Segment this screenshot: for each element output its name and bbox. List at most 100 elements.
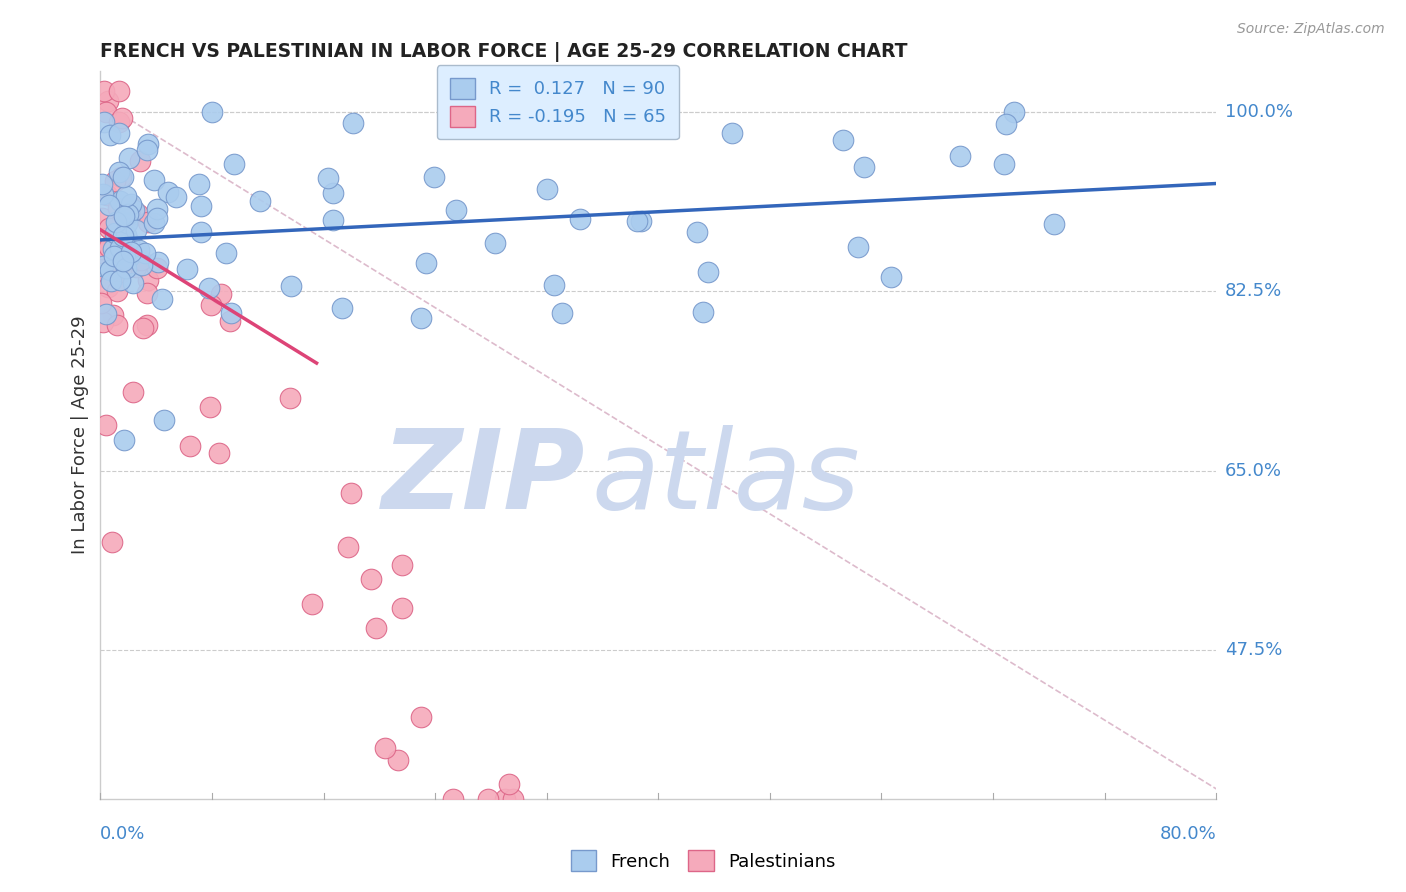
Point (90, 242, 112, 256)
Point (118, 199, 141, 213)
Point (551, 306, 574, 320)
Text: FRENCH VS PALESTINIAN IN LABOR FORCE | AGE 25-29 CORRELATION CHART: FRENCH VS PALESTINIAN IN LABOR FORCE | A… (100, 42, 908, 62)
Point (322, 213, 344, 227)
Point (342, 116, 364, 130)
Point (201, 104, 224, 119)
Point (993, 157, 1015, 171)
Point (136, 318, 159, 332)
Point (188, 177, 211, 191)
Point (107, 202, 129, 216)
Point (120, 244, 142, 259)
Point (127, 253, 149, 268)
Text: 0.0%: 0.0% (100, 825, 146, 843)
Text: 65.0%: 65.0% (1225, 462, 1282, 480)
Point (146, 260, 169, 275)
Point (90, 177, 112, 191)
Point (387, 753, 409, 767)
Point (444, 202, 467, 217)
Point (391, 558, 413, 572)
Point (125, 260, 148, 275)
Point (215, 246, 238, 260)
Point (108, 84, 131, 98)
Point (97, 95, 120, 109)
Point (91, 246, 114, 260)
Point (91, 187, 114, 202)
Point (93, 84, 115, 98)
Point (697, 265, 720, 279)
Point (93, 259, 115, 273)
Point (721, 126, 744, 140)
Point (114, 227, 136, 242)
Point (136, 273, 159, 287)
Point (994, 117, 1017, 131)
Point (136, 215, 159, 229)
Text: 47.5%: 47.5% (1225, 641, 1282, 659)
Point (948, 149, 970, 163)
Point (111, 254, 134, 268)
Point (322, 186, 344, 200)
Point (200, 297, 222, 311)
Point (110, 169, 132, 184)
Point (494, 792, 516, 806)
Point (103, 249, 125, 263)
Point (219, 314, 242, 328)
Point (360, 572, 382, 586)
Point (100, 274, 122, 288)
Point (337, 540, 360, 554)
Point (97, 240, 120, 254)
Point (128, 154, 150, 169)
Point (96, 104, 118, 119)
Point (121, 277, 143, 291)
Point (112, 209, 135, 223)
Point (127, 207, 149, 221)
Point (569, 212, 592, 227)
Point (880, 270, 903, 285)
Point (117, 207, 139, 221)
Point (97, 220, 120, 235)
Point (118, 235, 141, 250)
Text: atlas: atlas (592, 425, 860, 533)
Point (101, 252, 124, 266)
Point (100, 263, 122, 277)
Point (209, 287, 232, 301)
Point (200, 400, 222, 414)
Y-axis label: In Labor Force | Age 25-29: In Labor Force | Age 25-29 (72, 316, 89, 554)
Point (441, 792, 464, 806)
Point (105, 214, 128, 228)
Point (179, 440, 201, 454)
Point (111, 228, 134, 243)
Point (190, 198, 212, 212)
Point (152, 412, 174, 426)
Point (105, 318, 128, 332)
Point (94, 418, 117, 433)
Point (477, 792, 499, 806)
Point (630, 214, 652, 228)
Point (98, 128, 121, 143)
Point (219, 306, 242, 320)
Point (131, 252, 153, 267)
Point (330, 301, 353, 316)
Point (391, 601, 413, 615)
Point (142, 216, 165, 230)
Point (135, 143, 157, 157)
Point (118, 208, 141, 222)
Point (91, 315, 114, 329)
Point (543, 278, 565, 293)
Point (409, 710, 432, 724)
Point (118, 151, 141, 165)
Point (96, 271, 118, 285)
Point (278, 391, 301, 405)
Point (103, 226, 125, 240)
Point (146, 211, 169, 225)
Point (846, 240, 869, 254)
Point (103, 242, 125, 256)
Point (316, 171, 339, 186)
Point (484, 235, 506, 250)
Point (110, 265, 132, 279)
Point (685, 225, 707, 239)
Point (115, 216, 138, 230)
Point (498, 777, 520, 791)
Point (114, 261, 136, 276)
Point (108, 241, 131, 255)
Point (148, 255, 170, 269)
